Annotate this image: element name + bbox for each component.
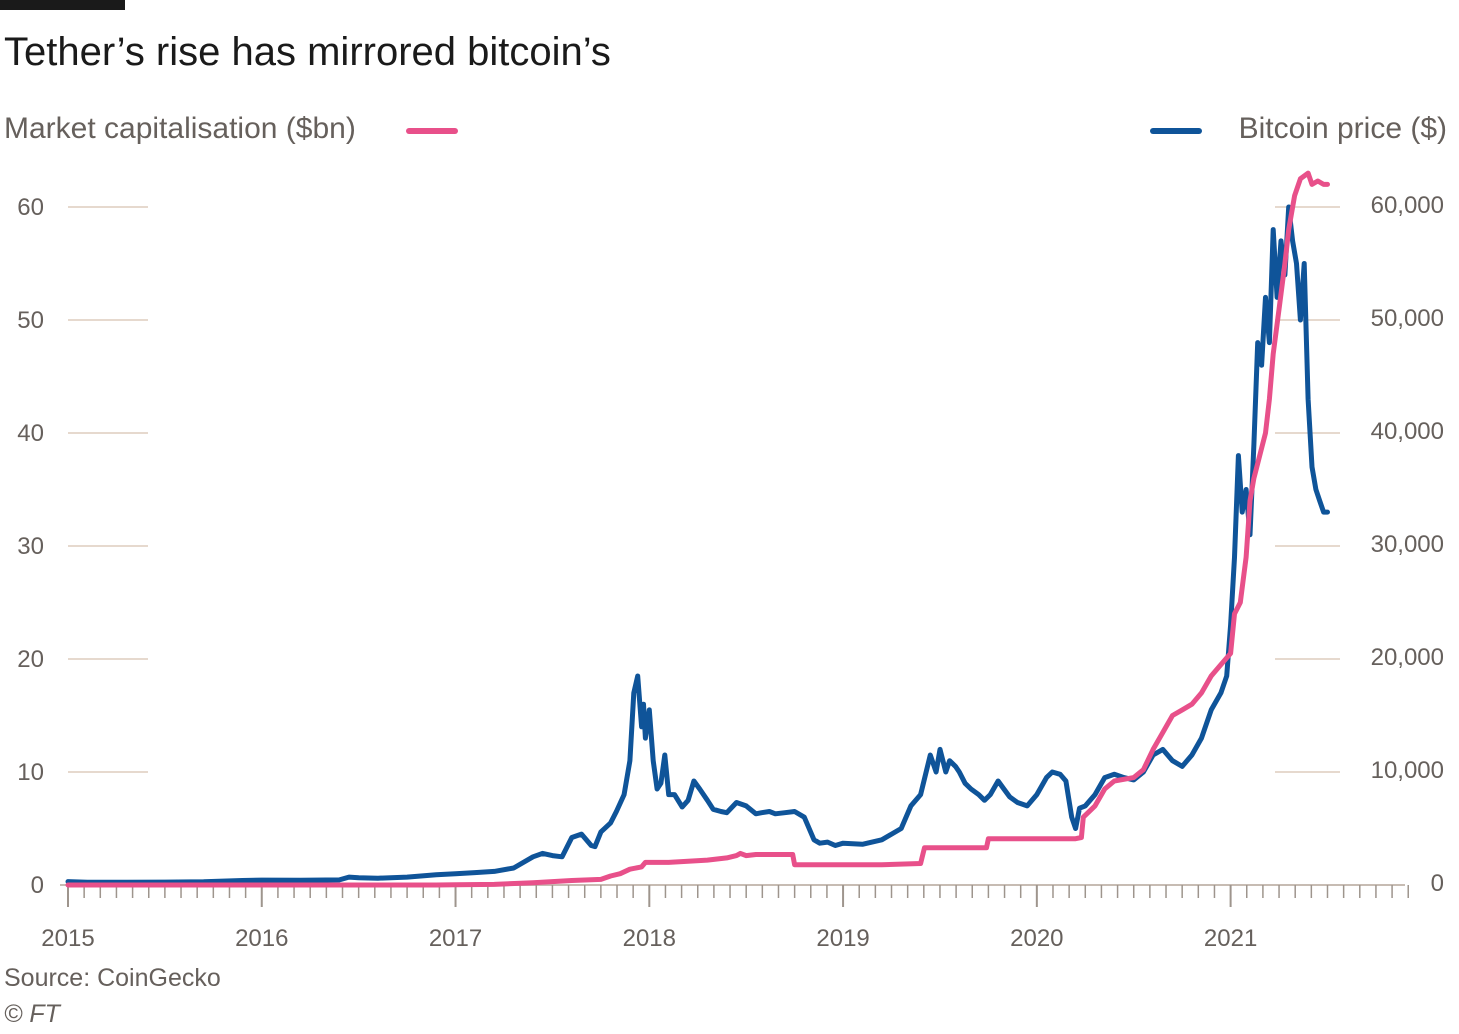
left-gridlines [68, 206, 148, 773]
left-y-axis: 0 10 20 30 40 50 60 [17, 194, 44, 899]
left-tick-label: 20 [17, 646, 44, 673]
x-tick-label: 2016 [235, 925, 288, 952]
x-tick-label: 2020 [1010, 925, 1063, 952]
right-tick-label: 50,000 [1371, 305, 1444, 332]
chart-title: Tether’s rise has mirrored bitcoin’s [4, 30, 611, 74]
legend-left-label: Market capitalisation ($bn) [4, 112, 356, 145]
credit-note: © FT [4, 1000, 60, 1028]
left-tick-label: 60 [17, 194, 44, 221]
right-tick-label: 10,000 [1371, 757, 1444, 784]
right-tick-label: 0 [1431, 870, 1444, 897]
right-y-axis: 0 10,000 20,000 30,000 40,000 50,000 60,000 [1371, 192, 1444, 897]
x-axis: 2015 2016 2017 2018 2019 2020 2021 [41, 884, 1409, 952]
right-tick-label: 40,000 [1371, 418, 1444, 445]
left-tick-label: 40 [17, 420, 44, 447]
right-tick-label: 20,000 [1371, 644, 1444, 671]
title-accent-bar [0, 0, 125, 10]
legend-tether-swatch [406, 128, 458, 134]
legend-right-label: Bitcoin price ($) [1238, 112, 1447, 145]
left-tick-label: 50 [17, 307, 44, 334]
series-layer [65, 170, 1330, 888]
bitcoin-price-line [65, 204, 1330, 885]
x-tick-label: 2015 [41, 925, 94, 952]
tether-market-cap-line [65, 170, 1330, 888]
left-tick-label: 30 [17, 533, 44, 560]
right-tick-label: 60,000 [1371, 192, 1444, 219]
left-tick-label: 10 [17, 759, 44, 786]
x-tick-label: 2019 [816, 925, 869, 952]
x-tick-label: 2017 [429, 925, 482, 952]
x-tick-label: 2018 [623, 925, 676, 952]
x-tick-label: 2021 [1204, 925, 1257, 952]
source-note: Source: CoinGecko [4, 964, 221, 992]
left-tick-label: 0 [31, 872, 44, 899]
legend-bitcoin-swatch [1150, 128, 1202, 134]
right-tick-label: 30,000 [1371, 531, 1444, 558]
